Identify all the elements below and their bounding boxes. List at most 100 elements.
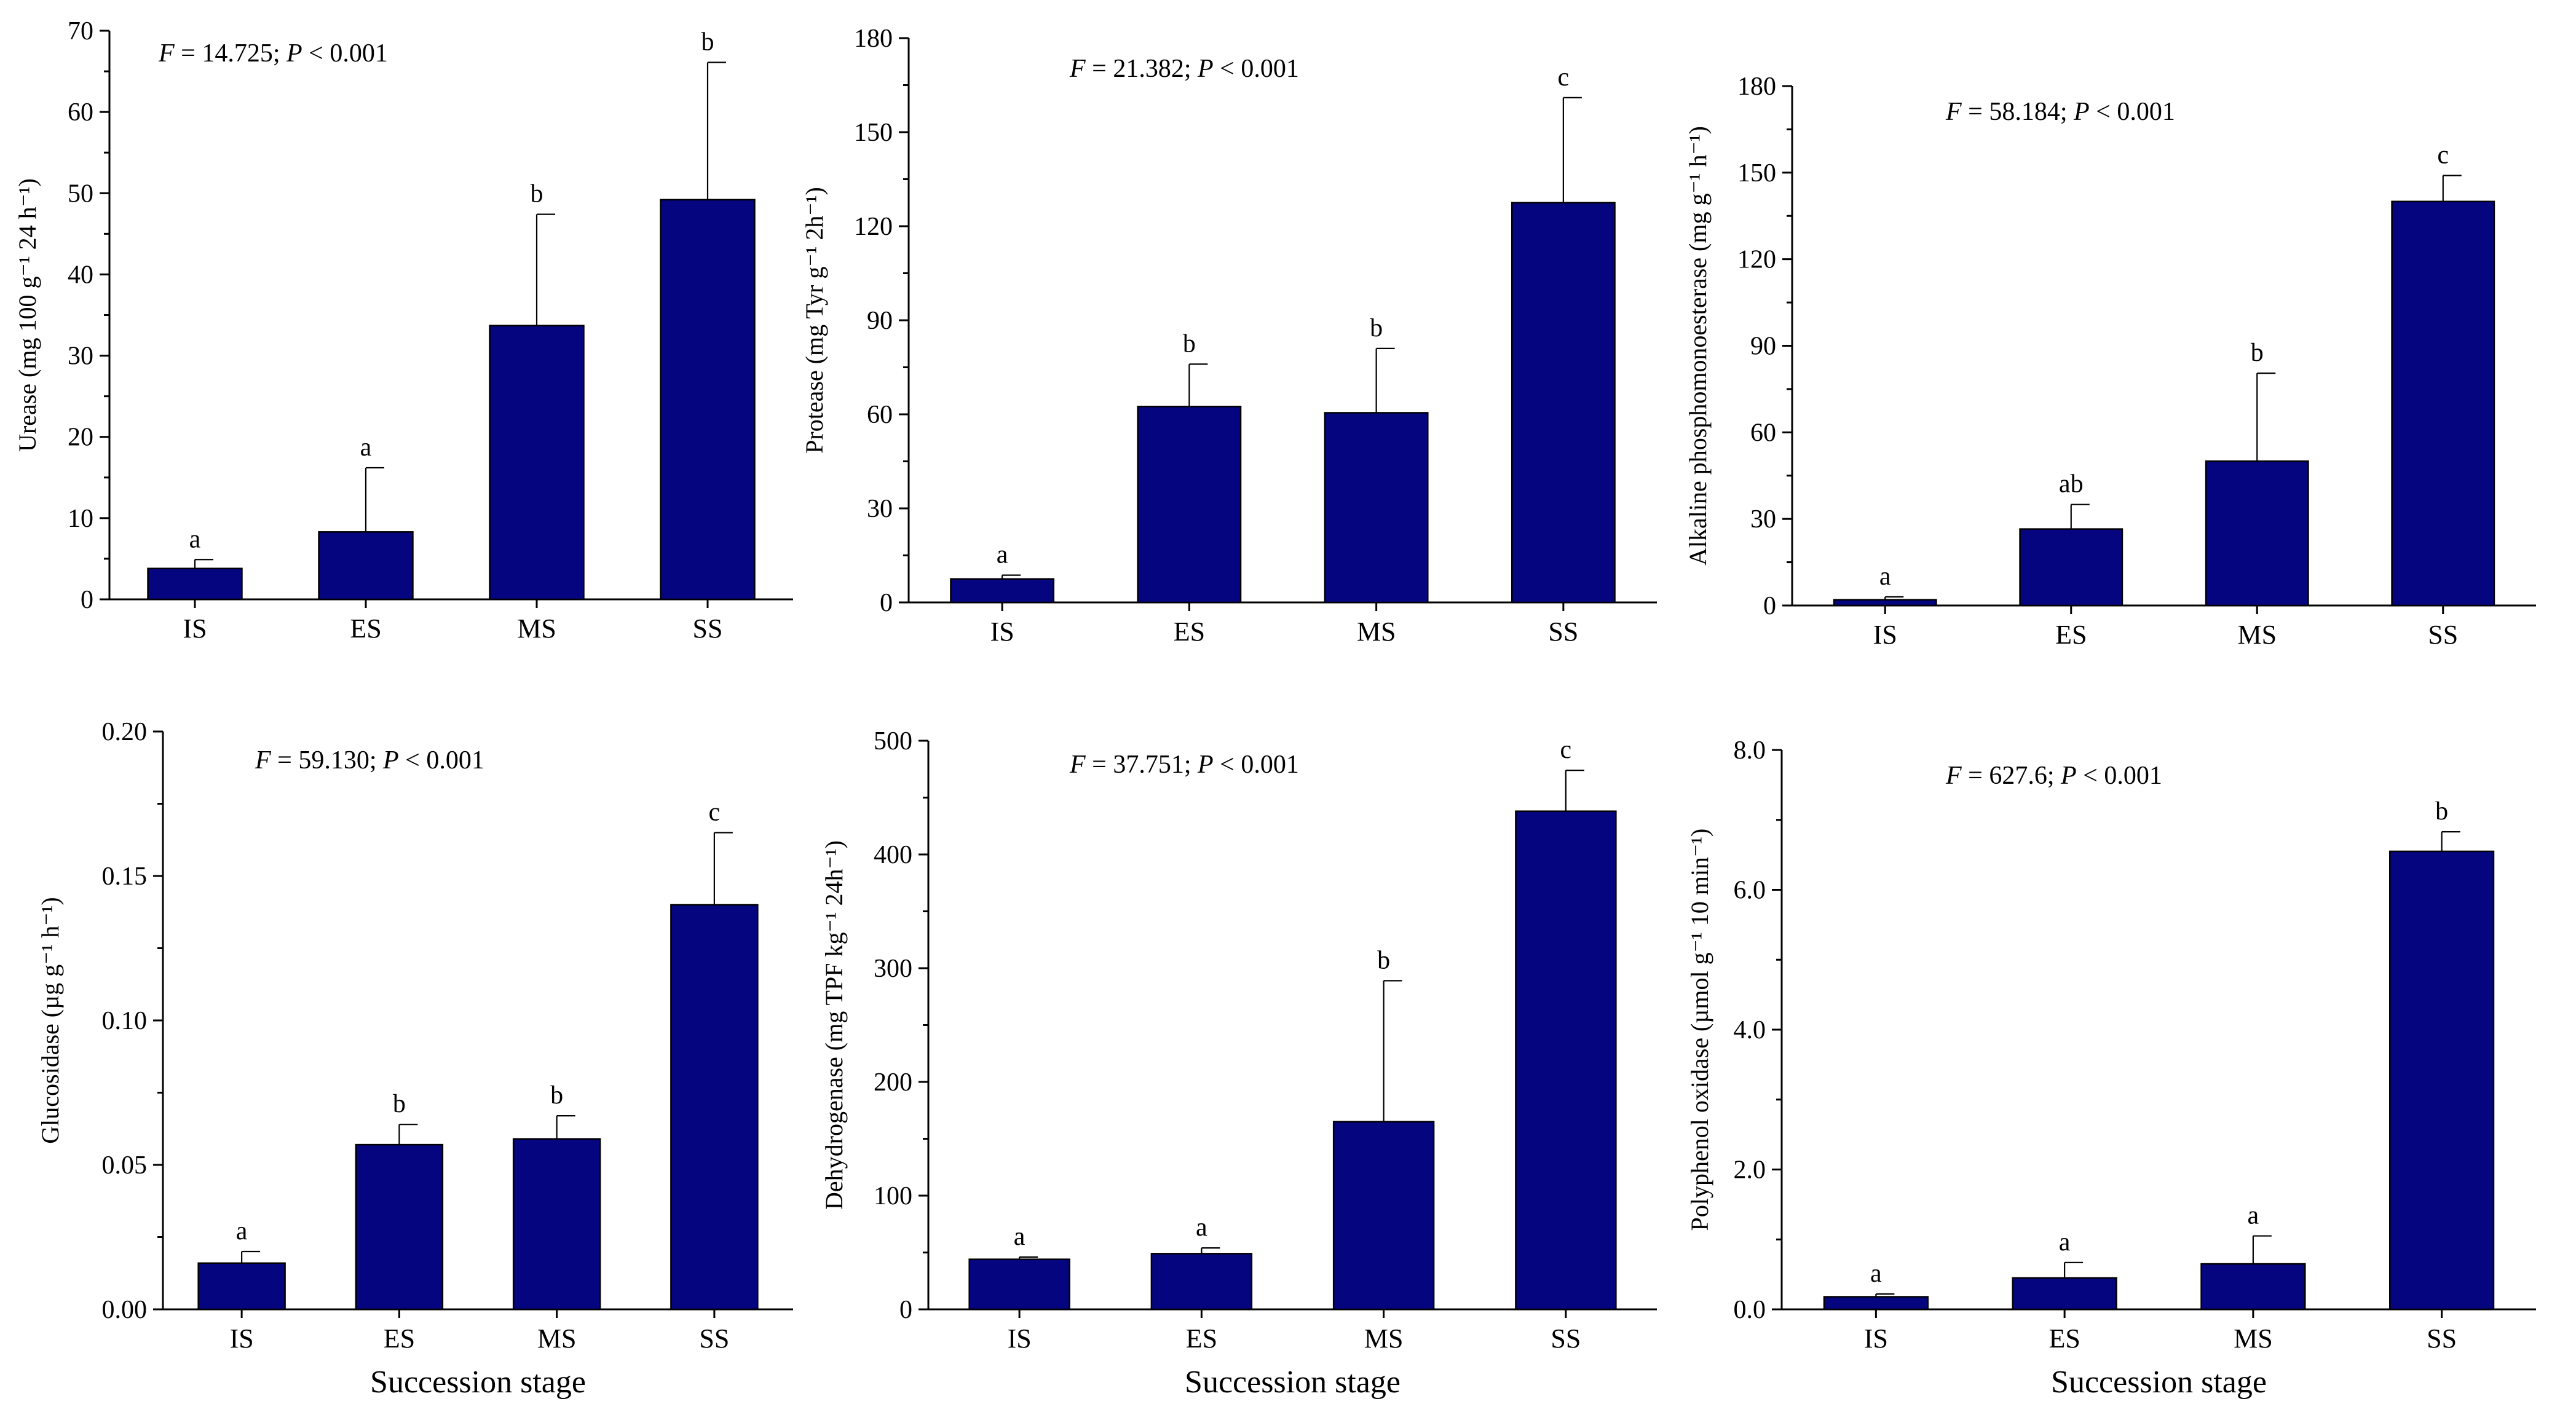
y-tick-label: 30	[68, 342, 93, 371]
y-tick-label: 180	[854, 25, 893, 53]
y-tick-label: 50	[68, 179, 93, 208]
y-tick-label: 8.0	[1734, 736, 1766, 765]
y-tick-label: 60	[1750, 419, 1776, 447]
significance-letter: ab	[2059, 470, 2084, 499]
chart-panel-5: 0 100 200 300 400 500 Dehydrogenase (mg TPF kg…	[820, 727, 1657, 1400]
bar-ms	[489, 325, 585, 601]
y-axis-title: Urease (mg 100 g⁻¹ 24 h⁻¹)	[14, 178, 41, 452]
stat-annotation: F = 627.6; P < 0.001	[1945, 762, 2162, 790]
significance-letter: b	[1370, 314, 1383, 342]
bar-ms	[1324, 412, 1429, 604]
significance-letter: c	[709, 799, 721, 827]
bar-ss	[670, 904, 759, 1311]
bar-is	[968, 1258, 1070, 1311]
significance-letter: b	[701, 28, 714, 57]
x-tick-label: ES	[1186, 1323, 1217, 1354]
y-tick-label: 0.10	[102, 1007, 148, 1035]
x-tick-label: MS	[517, 613, 556, 644]
x-tick-label: SS	[1551, 1323, 1581, 1354]
y-tick-label: 6.0	[1734, 877, 1766, 905]
x-tick-label: MS	[1357, 617, 1396, 647]
stat-annotation: F = 59.130; P < 0.001	[255, 746, 484, 775]
significance-letter: a	[2059, 1228, 2071, 1256]
x-tick-label: IS	[230, 1323, 254, 1354]
x-tick-label: MS	[1364, 1323, 1404, 1354]
y-axis-title: Dehydrogenase (mg TPF kg⁻¹ 24h⁻¹)	[820, 840, 848, 1210]
significance-letter: b	[2435, 797, 2448, 826]
bar-is	[950, 578, 1055, 604]
stat-annotation: F = 37.751; P < 0.001	[1069, 751, 1299, 779]
y-tick-label: 200	[874, 1068, 912, 1097]
significance-letter: a	[1870, 1260, 1882, 1288]
significance-letter: b	[531, 180, 543, 208]
y-tick-label: 10	[68, 505, 93, 533]
y-axis-title: Polyphenol oxidase (µmol g⁻¹ 10 min⁻¹)	[1686, 829, 1713, 1231]
y-tick-label: 100	[874, 1182, 912, 1210]
bar-ss	[1511, 202, 1616, 604]
chart-panel-4: 0.00 0.05 0.10 0.15 0.20 Glucosidase (µg g⁻¹ …	[36, 718, 793, 1400]
significance-letter: a	[1014, 1223, 1025, 1251]
x-tick-label: ES	[384, 1323, 415, 1354]
y-tick-label: 30	[867, 495, 893, 523]
bar-es	[2019, 528, 2124, 607]
x-axis-title: Succession stage	[2051, 1365, 2267, 1400]
bar-ms	[512, 1138, 601, 1311]
x-tick-label: SS	[699, 1323, 729, 1354]
y-tick-label: 300	[874, 955, 912, 983]
x-tick-label: SS	[2428, 620, 2458, 650]
bar-ss	[2391, 200, 2495, 607]
bar-ss	[660, 199, 756, 601]
y-tick-label: 0	[899, 1296, 912, 1324]
x-tick-label: IS	[990, 617, 1014, 647]
bar-es	[1137, 406, 1242, 604]
significance-letter: c	[1558, 63, 1570, 92]
significance-letter: c	[1560, 736, 1572, 764]
x-tick-label: SS	[693, 613, 723, 644]
y-axis-title: Glucosidase (µg g⁻¹ h⁻¹)	[36, 897, 64, 1143]
y-tick-label: 60	[68, 98, 93, 127]
y-tick-label: 150	[854, 119, 893, 147]
significance-letter: b	[1183, 329, 1196, 358]
bar-es	[2012, 1277, 2117, 1311]
x-tick-label: MS	[2237, 620, 2277, 650]
y-tick-label: 0	[1763, 592, 1776, 620]
y-tick-label: 0.05	[102, 1151, 148, 1180]
significance-letter: a	[189, 525, 201, 553]
y-tick-label: 40	[68, 261, 93, 289]
y-tick-label: 0.0	[1734, 1296, 1766, 1324]
x-tick-label: ES	[350, 613, 381, 644]
stat-annotation: F = 21.382; P < 0.001	[1069, 55, 1299, 83]
y-tick-label: 500	[874, 727, 912, 755]
bar-ss	[1515, 810, 1617, 1311]
x-tick-label: IS	[183, 613, 207, 644]
y-tick-label: 0.15	[102, 862, 148, 891]
y-tick-label: 180	[1737, 73, 1776, 101]
significance-letter: c	[2437, 141, 2449, 170]
y-tick-label: 90	[1750, 333, 1776, 361]
bar-is	[147, 567, 243, 601]
significance-letter: a	[997, 541, 1008, 569]
x-tick-label: IS	[1864, 1323, 1888, 1354]
x-axis-title: Succession stage	[1185, 1365, 1401, 1400]
y-tick-label: 120	[1737, 246, 1776, 274]
y-tick-label: 4.0	[1734, 1016, 1766, 1044]
x-tick-label: MS	[537, 1323, 577, 1354]
y-tick-label: 150	[1737, 159, 1776, 187]
bar-es	[355, 1143, 444, 1311]
x-tick-label: IS	[1008, 1323, 1032, 1354]
bar-ms	[2205, 460, 2309, 607]
y-tick-label: 30	[1750, 505, 1776, 534]
y-axis-title: Protease (mg Tyr g⁻¹ 2h⁻¹)	[800, 187, 828, 454]
x-tick-label: SS	[2427, 1323, 2457, 1354]
bar-is	[1833, 599, 1937, 607]
bar-ms	[1332, 1121, 1435, 1311]
y-tick-label: 2.0	[1734, 1156, 1766, 1185]
chart-panel-3: 0 30 60 90 120 150 180 Alkaline phosphomonoeste…	[1684, 73, 2536, 650]
chart-panel-6: 0.0 2.0 4.0 6.0 8.0 Polyphenol oxidase (µmol …	[1686, 736, 2536, 1400]
y-tick-label: 20	[68, 424, 93, 452]
bar-ss	[2389, 850, 2495, 1311]
significance-letter: a	[1879, 562, 1891, 591]
significance-letter: a	[236, 1217, 248, 1245]
bar-es	[1150, 1253, 1253, 1311]
y-tick-label: 120	[854, 213, 893, 241]
